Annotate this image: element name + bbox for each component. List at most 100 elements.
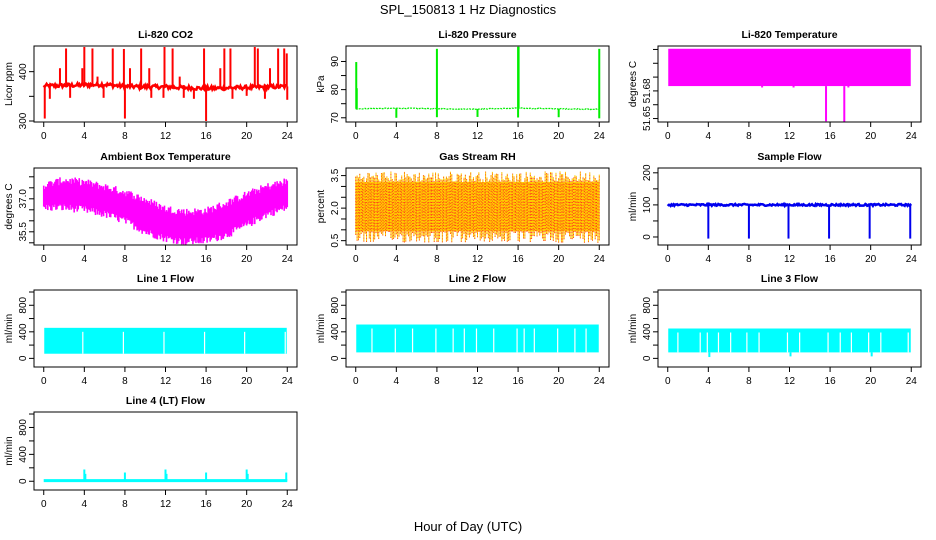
x-tick-label: 20 [553, 254, 565, 265]
y-tick-label: 90 [330, 55, 341, 67]
y-tick-label: 0 [18, 478, 29, 484]
x-tick-label: 20 [241, 376, 253, 387]
x-tick-label: 24 [594, 131, 606, 142]
data-band [356, 324, 599, 353]
y-tick-label: 0 [18, 355, 29, 361]
x-tick-label: 24 [906, 131, 918, 142]
x-tick-label: 12 [472, 254, 484, 265]
x-tick-label: 24 [594, 254, 606, 265]
x-tick-label: 24 [906, 254, 918, 265]
x-tick-label: 12 [160, 499, 172, 510]
plot-area [44, 327, 287, 354]
x-tick-label: 0 [353, 131, 359, 142]
series-line [355, 107, 600, 111]
panel-title: Li-820 Temperature [741, 29, 837, 41]
x-tick-label: 12 [784, 131, 796, 142]
x-tick-label: 4 [706, 131, 712, 142]
plot-area [42, 177, 289, 245]
y-tick-label: 0 [642, 234, 653, 240]
x-tick-label: 4 [82, 499, 88, 510]
y-axis-label: ml/min [316, 314, 327, 343]
panel-title: Gas Stream RH [439, 151, 515, 163]
x-tick-label: 12 [784, 254, 796, 265]
y-tick-label: 400 [330, 323, 341, 340]
y-axis-label: degrees C [4, 183, 15, 229]
y-tick-label: 3.5 [330, 168, 341, 182]
x-tick-label: 12 [160, 376, 172, 387]
y-tick-label: 0 [642, 355, 653, 361]
y-tick-label: 70 [330, 112, 341, 124]
x-tick-label: 8 [122, 376, 128, 387]
x-tick-label: 20 [241, 499, 253, 510]
x-tick-label: 20 [865, 376, 877, 387]
x-tick-label: 20 [241, 254, 253, 265]
panel-title: Li-820 Pressure [438, 29, 516, 41]
x-tick-label: 4 [82, 254, 88, 265]
data-band [44, 327, 287, 354]
series-line [666, 201, 913, 209]
x-tick-label: 20 [865, 254, 877, 265]
plot-area [42, 46, 289, 122]
panel-title: Line 3 Flow [761, 273, 819, 285]
x-tick-label: 0 [353, 376, 359, 387]
x-tick-label: 0 [665, 131, 671, 142]
x-tick-label: 12 [160, 254, 172, 265]
data-band [668, 48, 911, 87]
y-tick-label: 400 [18, 63, 29, 80]
x-tick-label: 0 [665, 254, 671, 265]
x-tick-label: 16 [513, 376, 525, 387]
plot-area [355, 171, 600, 243]
x-tick-label: 12 [160, 131, 172, 142]
plot-area [666, 201, 913, 239]
y-tick-label: 51.65 [642, 106, 653, 131]
y-tick-label: 800 [642, 296, 653, 313]
x-tick-label: 24 [282, 254, 294, 265]
panel-title: Line 1 Flow [137, 273, 195, 285]
y-tick-label: 800 [18, 419, 29, 436]
y-tick-label: 37.0 [18, 189, 29, 209]
x-tick-label: 20 [553, 376, 565, 387]
x-tick-label: 20 [865, 131, 877, 142]
panel-title: Sample Flow [757, 151, 822, 163]
y-tick-label: 800 [18, 296, 29, 313]
y-axis-label: ml/min [4, 436, 15, 465]
panel-ambient-box-temperature: Ambient Box Temperature 0 4 8 12 16 20 24 35.5 37… [4, 151, 298, 265]
x-tick-label: 8 [434, 254, 440, 265]
x-tick-label: 24 [906, 376, 918, 387]
plot-area [668, 328, 911, 358]
data-band [668, 328, 911, 353]
figure-x-label: Hour of Day (UTC) [414, 519, 522, 534]
x-tick-label: 4 [706, 376, 712, 387]
y-tick-label: 800 [330, 296, 341, 313]
x-tick-label: 8 [122, 254, 128, 265]
y-tick-label: 100 [642, 196, 653, 213]
y-tick-label: 400 [18, 446, 29, 463]
x-tick-label: 16 [513, 131, 525, 142]
panel-title: Ambient Box Temperature [100, 151, 231, 163]
x-tick-label: 4 [706, 254, 712, 265]
x-tick-label: 12 [784, 376, 796, 387]
x-tick-label: 0 [41, 376, 47, 387]
x-tick-label: 16 [825, 376, 837, 387]
x-tick-label: 0 [41, 499, 47, 510]
y-tick-label: 2.0 [330, 201, 341, 215]
x-tick-label: 16 [513, 254, 525, 265]
y-axis-label: kPa [316, 75, 327, 93]
plot-area [668, 48, 911, 122]
figure-title: SPL_150813 1 Hz Diagnostics [380, 2, 557, 17]
x-tick-label: 8 [434, 376, 440, 387]
y-tick-label: 80 [330, 84, 341, 96]
y-tick-label: 400 [18, 323, 29, 340]
x-tick-label: 8 [122, 499, 128, 510]
y-axis-label: Licor ppm [4, 62, 15, 106]
x-tick-label: 0 [41, 131, 47, 142]
